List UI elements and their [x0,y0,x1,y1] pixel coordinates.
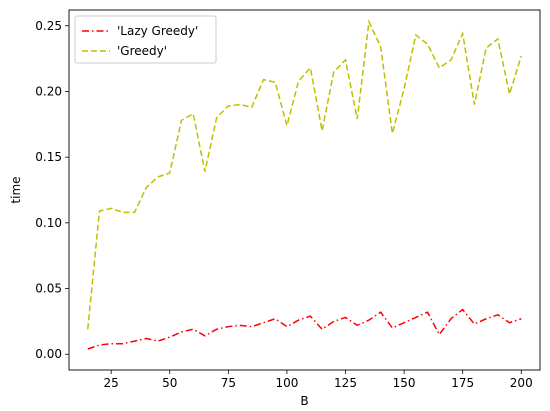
x-tick-label: 25 [104,376,119,390]
series-line-1 [87,19,522,330]
y-tick-label: 0.00 [35,347,62,361]
y-tick-label: 0.05 [35,282,62,296]
plot-area [68,9,541,371]
y-axis: 0.00 0.05 0.10 0.15 0.20 0.25 [35,19,69,361]
legend-label-lazy-greedy: 'Lazy Greedy' [117,24,198,38]
y-axis-label: time [9,176,23,203]
legend: 'Lazy Greedy' 'Greedy' [74,15,217,64]
x-tick-label: 150 [393,376,416,390]
x-tick-label: 50 [162,376,177,390]
y-tick-label: 0.25 [35,19,62,33]
x-tick-label: 200 [510,376,533,390]
y-tick-label: 0.10 [35,216,62,230]
legend-box [74,15,217,64]
legend-label-greedy: 'Greedy' [117,44,167,58]
y-tick-label: 0.15 [35,150,62,164]
x-tick-label: 75 [221,376,236,390]
x-axis: 25 50 75 100 125 150 175 200 [104,370,533,390]
x-tick-label: 175 [451,376,474,390]
x-tick-label: 125 [334,376,357,390]
y-tick-label: 0.20 [35,84,62,98]
x-tick-label: 100 [275,376,298,390]
series-line-0 [87,308,522,350]
x-axis-label: B [300,394,308,408]
series-lines [87,19,522,350]
